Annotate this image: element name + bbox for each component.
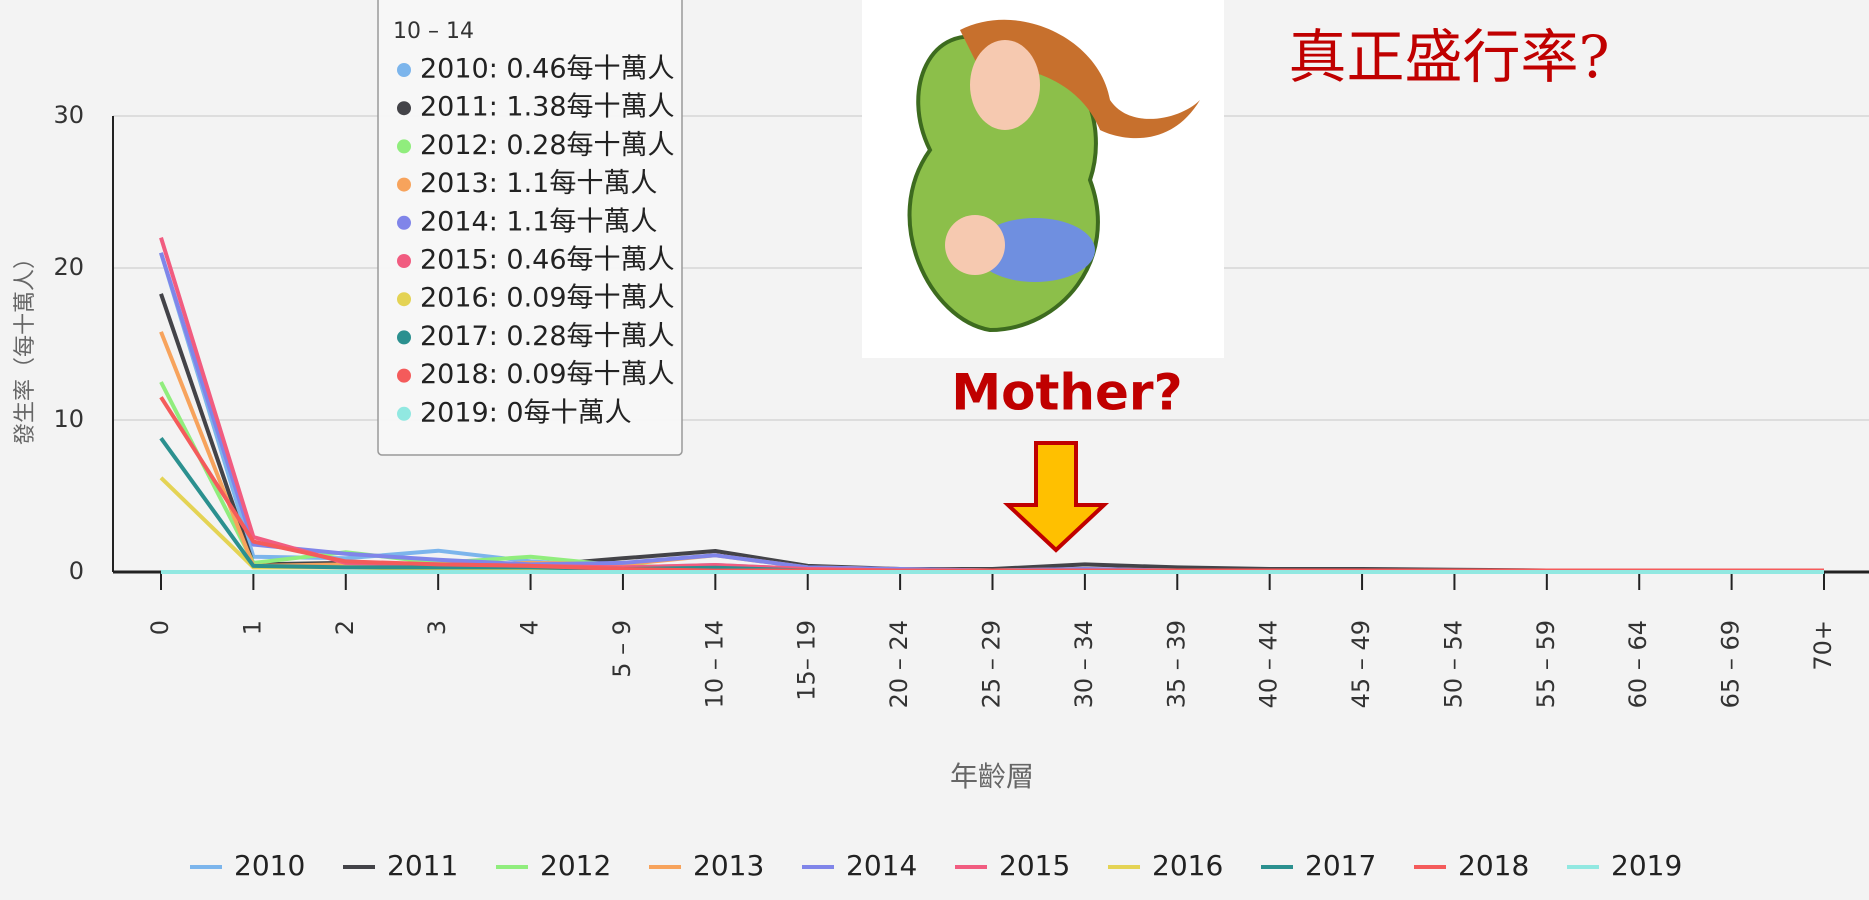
- y-tick-label: 20: [53, 253, 84, 281]
- x-tick-label: 50 – 54: [1439, 620, 1467, 708]
- legend-label[interactable]: 2019: [1611, 849, 1682, 882]
- annotation: 真正盛行率?: [1288, 23, 1609, 91]
- tooltip-row: 2019: 0每十萬人: [420, 397, 632, 428]
- arrow: [1008, 443, 1104, 550]
- tooltip-marker: [397, 139, 411, 153]
- tooltip-marker: [397, 178, 411, 192]
- legend-label[interactable]: 2016: [1152, 849, 1223, 882]
- face: [970, 40, 1040, 130]
- tooltip: 10 – 14 2010: 0.46每十萬人 2011: 1.38每十萬人 2012…: [378, 0, 682, 455]
- x-tick-label: 15– 19: [793, 620, 821, 701]
- tooltip-marker: [397, 369, 411, 383]
- x-tick-label: 35 – 39: [1162, 620, 1190, 708]
- y-axis-title: 發生率（每十萬人）: [13, 247, 38, 445]
- legend-label[interactable]: 2011: [387, 849, 458, 882]
- x-tick-label: 1: [238, 620, 266, 635]
- x-tick-label: 45 – 49: [1347, 620, 1375, 708]
- tooltip-row: 2012: 0.28每十萬人: [420, 130, 675, 161]
- x-tick-label: 65 – 69: [1717, 620, 1745, 708]
- tooltip-marker: [397, 101, 411, 115]
- x-axis-title: 年齡層: [950, 760, 1034, 793]
- x-tick-label: 55 – 59: [1532, 620, 1560, 708]
- tooltip-row: 2011: 1.38每十萬人: [420, 92, 675, 123]
- x-tick-label: 40 – 44: [1255, 620, 1283, 708]
- x-tick-label: 3: [423, 620, 451, 635]
- tooltip-marker: [397, 254, 411, 268]
- tooltip-row: 2010: 0.46每十萬人: [420, 54, 675, 85]
- legend-label[interactable]: 2012: [540, 849, 611, 882]
- tooltip-marker: [397, 292, 411, 306]
- y-tick-label: 0: [69, 557, 84, 585]
- y-tick-label: 30: [53, 101, 84, 129]
- x-tick-label: 30 – 34: [1070, 620, 1098, 708]
- tooltip-title: 10 – 14: [393, 19, 474, 44]
- legend: 2010 2011 2012 2013 2014 2015 2016 2017 2018 2019: [190, 849, 1682, 882]
- x-tick-label: 25 – 29: [978, 620, 1006, 708]
- x-tick-label: 2: [331, 620, 359, 635]
- tooltip-row: 2015: 0.46每十萬人: [420, 245, 675, 276]
- tooltip-row: 2018: 0.09每十萬人: [420, 359, 675, 390]
- chart: 發生率（每十萬人） 年齡層 0 10 20 30 0 1 2 3 4 5 – 9 10 – 14 15…: [0, 0, 1869, 900]
- annotation: Mother?: [951, 364, 1182, 422]
- x-tick-label: 4: [516, 620, 544, 635]
- tooltip-row: 2017: 0.28每十萬人: [420, 321, 675, 352]
- x-tick-label: 60 – 64: [1624, 620, 1652, 708]
- tooltip-marker: [397, 407, 411, 421]
- x-tick-label: 70+: [1809, 620, 1837, 671]
- tooltip-row: 2014: 1.1每十萬人: [420, 206, 657, 237]
- tooltip-marker: [397, 330, 411, 344]
- baby-head: [945, 215, 1005, 275]
- legend-label[interactable]: 2015: [999, 849, 1070, 882]
- y-tick-label: 10: [53, 405, 84, 433]
- tooltip-row: 2013: 1.1每十萬人: [420, 168, 657, 199]
- legend-label[interactable]: 2013: [693, 849, 764, 882]
- x-tick-label: 10 – 14: [700, 620, 728, 708]
- tooltip-marker: [397, 63, 411, 77]
- tooltip-marker: [397, 216, 411, 230]
- x-tick-label: 20 – 24: [885, 620, 913, 708]
- series-line: [161, 438, 1824, 570]
- x-tick-label: 5 – 9: [608, 620, 636, 678]
- legend-label[interactable]: 2010: [234, 849, 305, 882]
- legend-label[interactable]: 2017: [1305, 849, 1376, 882]
- x-tick-label: 0: [146, 620, 174, 635]
- tooltip-row: 2016: 0.09每十萬人: [420, 283, 675, 314]
- legend-label[interactable]: 2018: [1458, 849, 1529, 882]
- mother-illustration: [862, 0, 1224, 358]
- legend-label[interactable]: 2014: [846, 849, 917, 882]
